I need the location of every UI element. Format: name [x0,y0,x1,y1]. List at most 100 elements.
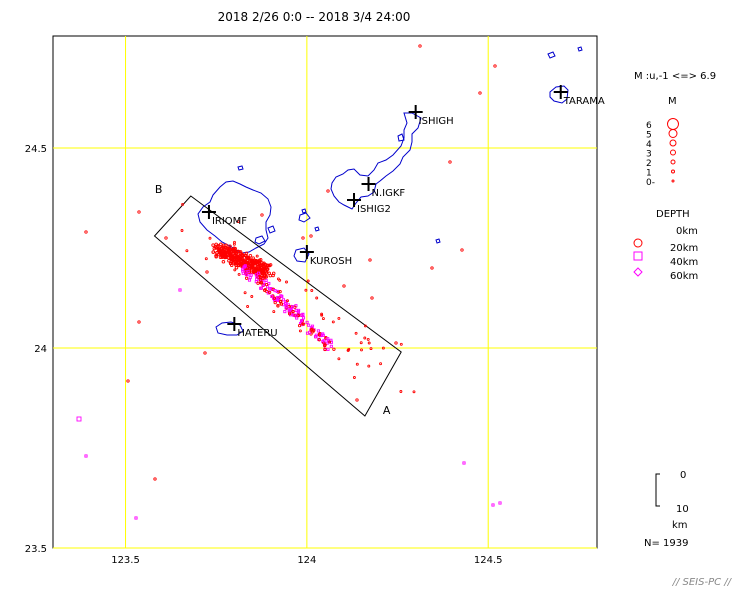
epicenter-marker [134,516,138,520]
epicenter-marker [412,390,416,394]
epicenter-marker [76,416,82,422]
station-label: IRIOMF [212,216,247,227]
epicenter-marker [367,364,371,368]
epicenter-marker [331,320,335,324]
epicenter-marker [244,273,248,277]
epicenter-marker [219,242,223,247]
epicenter-marker [232,242,236,246]
epicenter-marker [256,281,260,285]
epicenter-marker [399,342,403,346]
epicenter-marker [242,258,247,263]
magnitude-label: 3 [646,150,652,160]
depth-60km-label: 60km [670,271,698,282]
epicenter-marker [355,362,359,366]
epicenter-marker [308,330,312,334]
epicenter-marker [394,341,398,345]
epicenter-marker [370,296,374,300]
magnitude-range: M :u,-1 <=> 6.9 [634,71,716,82]
epicenter-marker [498,501,502,505]
epicenter-marker [286,299,289,303]
epicenter-marker [185,249,189,253]
epicenter-marker [276,295,280,300]
epicenter-marker [261,276,265,280]
coast-tarama [549,85,569,104]
epicenter-marker [231,249,236,254]
epicenter-marker [268,273,273,278]
epicenter-marker [261,283,266,287]
epicenter-marker [448,160,452,164]
epicenter-marker [255,275,259,279]
epicenter-marker [287,309,291,313]
epicenter-marker [251,262,255,266]
epicenter-marker [273,300,277,305]
epicenter-marker [260,213,264,217]
epicenter-marker [259,278,263,282]
coastlines [197,46,583,336]
coast-ishigaki-north [397,133,405,142]
epicenter-marker [204,257,208,261]
event-count: N= 1939 [644,538,689,549]
epicenter-marker [212,246,217,251]
epicenter-marker [287,312,292,316]
software-credit: // SEIS-PC // [672,577,733,588]
epicenter-marker [273,289,277,293]
epicenter-marker [314,333,318,337]
depth-legend: DEPTH 0km 20km 40km 60km [633,209,698,282]
epicenter-marker [337,316,341,320]
epicenter-marker [322,338,326,342]
epicenter-marker [460,248,464,252]
epicenter-marker [268,287,272,291]
epicenter-marker [309,234,313,238]
epicenter-marker [323,347,327,352]
epicenter-marker [342,284,346,288]
epicenter-marker [369,347,373,351]
epicenter-marker [307,323,311,327]
epicenter-marker [326,189,330,193]
epicenter-marker [217,249,221,252]
epicenter-marker [243,265,247,269]
epicenter-marker [264,282,269,287]
epicenter-marker [310,289,314,292]
epicenter-marker [270,294,274,298]
epicenter-marker [246,305,250,308]
epicenter-marker [252,270,257,275]
x-tick-label: 124.5 [474,555,503,566]
epicenter-marker [243,291,247,295]
epicenter-marker [214,242,218,247]
epicenter-marker [381,346,385,350]
scale-bar-line [655,473,660,507]
station-marker: IRIOMF [201,205,247,227]
coast-small-islet-1 [237,165,244,171]
epicenter-marker [299,320,304,324]
epicenter-marker [259,286,264,290]
station-marker: TARAMA [553,85,605,107]
map-frame [52,35,598,549]
epicenter-marker [205,270,209,274]
station-marker: KUROSH [299,245,352,267]
magnitude-circle [671,169,675,174]
epicenter-marker [294,314,298,318]
epicenter-marker [208,236,212,240]
epicenter-marker [320,312,324,316]
epicenter-marker [491,503,495,507]
magnitude-title: M [668,96,677,107]
epicenter-marker [493,64,497,68]
epicenter-marker [278,289,282,294]
x-tick-label: 124 [297,555,316,566]
epicenter-marker [259,263,263,267]
epicenter-marker [257,268,262,272]
epicenter-marker [224,243,228,248]
epicenter-marker [262,266,267,270]
epicenter-marker [233,262,237,266]
epicenter-marker [237,272,241,276]
epicenter-marker [272,296,277,300]
coast-iriomote [197,180,272,254]
epicenter-marker [272,310,276,314]
epicenter-marker [326,347,330,351]
epicenter-marker [279,302,283,306]
epicenter-marker [203,351,207,355]
station-cross-icon [299,245,314,259]
epicenter-marker [241,269,245,273]
epicenter-marker [281,298,286,302]
